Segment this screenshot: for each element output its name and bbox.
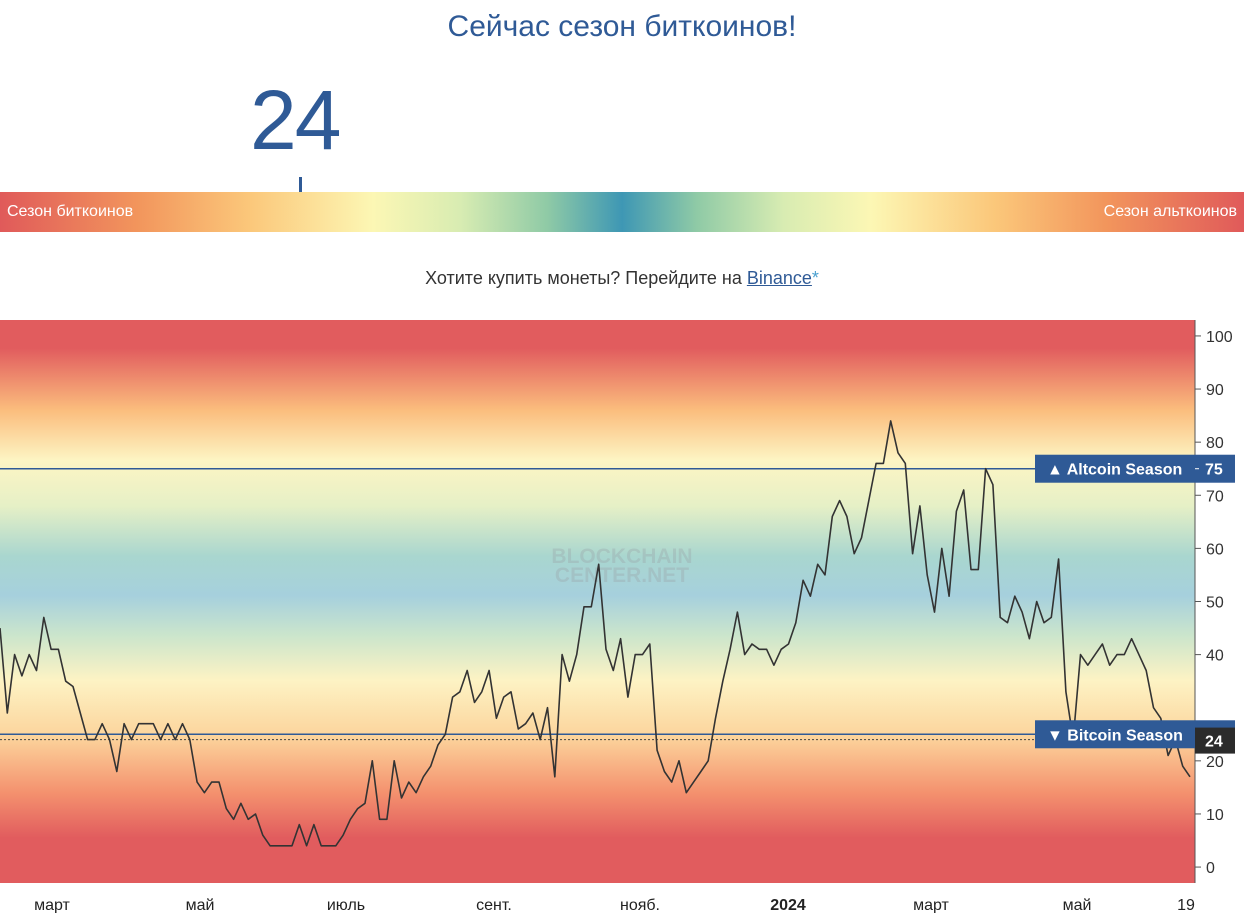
current-value-label: 24 bbox=[1205, 734, 1223, 751]
watermark: BLOCKCHAIN CENTER.NET bbox=[551, 545, 692, 587]
x-tick-label: нояб. bbox=[620, 897, 660, 913]
altcoin-season-tag-label: ▲ Altcoin Season bbox=[1047, 462, 1182, 479]
y-tick-label: 100 bbox=[1206, 329, 1233, 346]
y-axis: 0 10 20 40 50 60 70 80 90 100 bbox=[1195, 329, 1233, 877]
y-tick-label: 70 bbox=[1206, 488, 1224, 505]
altcoin-season-tag-value: 75 bbox=[1205, 462, 1223, 479]
page-title: Сейчас сезон биткоинов! bbox=[447, 10, 797, 43]
watermark-line-2: CENTER.NET bbox=[555, 564, 689, 587]
series-line-0 bbox=[0, 420, 1191, 847]
bitcoin-season-tag-label: ▼ Bitcoin Season bbox=[1047, 727, 1183, 744]
buy-prompt-text: Хотите купить монеты? Перейдите на bbox=[425, 268, 747, 288]
x-tick-label: 2024 bbox=[770, 897, 806, 913]
y-tick-label: 60 bbox=[1206, 541, 1224, 558]
y-tick-label: 90 bbox=[1206, 382, 1224, 399]
y-tick-label: 50 bbox=[1206, 595, 1224, 612]
gauge-right-label: Сезон альткоинов bbox=[1103, 203, 1237, 220]
x-tick-label: июль bbox=[327, 897, 365, 913]
y-tick-label: 0 bbox=[1206, 860, 1215, 877]
buy-prompt: Хотите купить монеты? Перейдите на Binan… bbox=[0, 268, 1244, 289]
watermark-line-1: BLOCKCHAIN bbox=[551, 545, 692, 568]
x-tick-label: март bbox=[913, 897, 949, 913]
x-tick-label: май bbox=[1063, 897, 1092, 913]
altcoin-season-tag bbox=[1035, 454, 1235, 483]
x-tick-label: сент. bbox=[476, 897, 512, 913]
y-tick-label: 40 bbox=[1206, 648, 1224, 665]
x-tick-label: март bbox=[34, 897, 70, 913]
season-gauge: Сезон биткоинов Сезон альткоинов bbox=[0, 192, 1244, 232]
chart-background bbox=[0, 320, 1195, 883]
x-axis: март май июль сент. нояб. 2024 март май 19 bbox=[34, 897, 1195, 913]
y-tick-label: 20 bbox=[1206, 754, 1224, 771]
binance-link[interactable]: Binance bbox=[746, 268, 812, 288]
x-tick-label: май bbox=[186, 897, 215, 913]
series-layer bbox=[0, 420, 1191, 847]
altcoin-season-chart: BLOCKCHAIN CENTER.NET 0 10 20 40 50 60 70 80 90 1… bbox=[0, 320, 1235, 913]
altcoin-index-value: 24 bbox=[250, 73, 341, 167]
x-tick-label: 19 bbox=[1177, 897, 1195, 913]
gauge-left-label: Сезон биткоинов bbox=[7, 203, 134, 220]
y-tick-label: 10 bbox=[1206, 807, 1224, 824]
current-value-tag bbox=[1195, 727, 1235, 754]
footnote-star: * bbox=[811, 268, 819, 288]
y-tick-label: 80 bbox=[1206, 435, 1224, 452]
reference-lines bbox=[0, 467, 1195, 741]
